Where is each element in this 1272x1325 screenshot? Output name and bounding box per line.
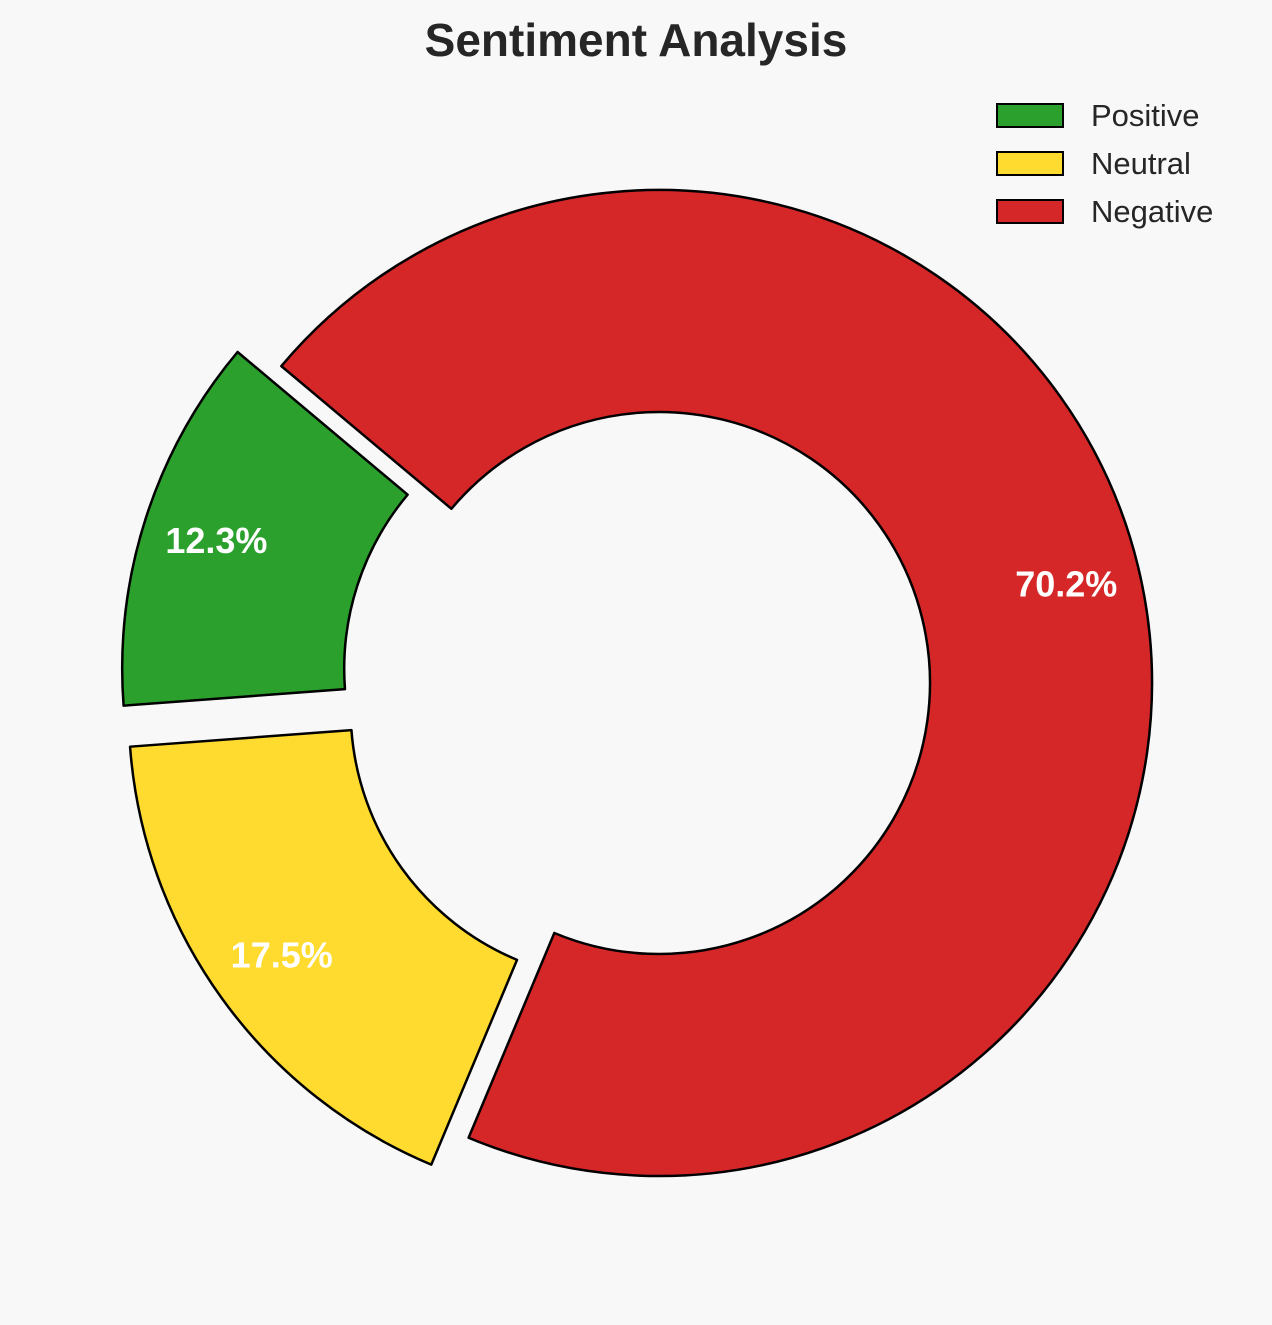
- slice-label-positive: 12.3%: [165, 520, 267, 561]
- legend-swatch-neutral: [996, 151, 1064, 176]
- legend-swatch-positive: [996, 103, 1064, 128]
- slice-label-neutral: 17.5%: [231, 934, 333, 975]
- slice-label-negative: 70.2%: [1015, 564, 1117, 605]
- legend-label-neutral: Neutral: [1091, 146, 1191, 181]
- slice-labels: 12.3% 17.5% 70.2%: [165, 520, 1117, 976]
- chart-title: Sentiment Analysis: [425, 14, 848, 66]
- slice-positive: [120, 350, 409, 707]
- legend: Positive Neutral Negative: [996, 98, 1213, 229]
- slices: [120, 188, 1154, 1178]
- slice-negative: [280, 188, 1154, 1178]
- legend-label-positive: Positive: [1091, 98, 1200, 133]
- legend-label-negative: Negative: [1091, 194, 1213, 229]
- legend-swatch-negative: [996, 199, 1064, 224]
- slice-neutral: [128, 728, 519, 1166]
